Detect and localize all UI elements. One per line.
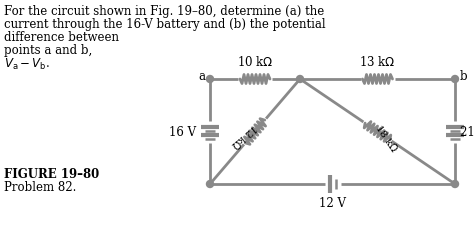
Text: difference between: difference between — [4, 31, 119, 44]
Text: For the circuit shown in Fig. 19–80, determine (a) the: For the circuit shown in Fig. 19–80, det… — [4, 5, 324, 18]
Text: a: a — [198, 70, 205, 83]
Text: 18 k$\Omega$: 18 k$\Omega$ — [373, 120, 401, 153]
Circle shape — [452, 76, 458, 83]
Text: 12 k$\Omega$: 12 k$\Omega$ — [229, 122, 261, 152]
Text: current through the 16-V battery and (b) the potential: current through the 16-V battery and (b)… — [4, 18, 326, 31]
Circle shape — [296, 76, 304, 83]
Circle shape — [452, 181, 458, 188]
Text: b: b — [460, 70, 467, 83]
Text: $V_{\rm a} - V_{\rm b}$.: $V_{\rm a} - V_{\rm b}$. — [4, 57, 50, 72]
Text: 16 V: 16 V — [169, 126, 196, 138]
Text: 12 V: 12 V — [319, 196, 346, 209]
Text: 21 V: 21 V — [460, 126, 475, 138]
Text: 10 k$\Omega$: 10 k$\Omega$ — [237, 55, 273, 69]
Circle shape — [207, 76, 213, 83]
Text: points a and b,: points a and b, — [4, 44, 92, 57]
Text: FIGURE 19–80: FIGURE 19–80 — [4, 167, 99, 180]
Text: Problem 82.: Problem 82. — [4, 180, 76, 193]
Text: 13 k$\Omega$: 13 k$\Omega$ — [359, 55, 396, 69]
Circle shape — [207, 181, 213, 188]
